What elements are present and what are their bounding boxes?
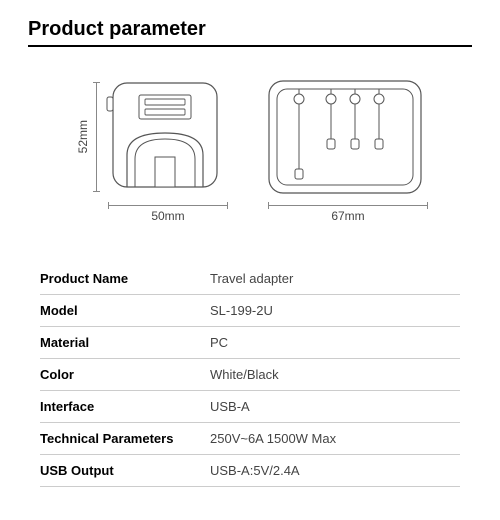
spec-value: Travel adapter (210, 271, 293, 286)
diagram-front: 52mm (76, 77, 225, 197)
dim-width-right: 67mm (268, 205, 428, 223)
header: Product parameter (0, 0, 500, 53)
dim-label-height: 52mm (76, 120, 90, 153)
front-view-svg (105, 77, 225, 197)
title-underline (28, 45, 472, 47)
spec-value: SL-199-2U (210, 303, 273, 318)
table-row: Interface USB-A (40, 391, 460, 423)
spec-label: Product Name (40, 271, 210, 286)
dim-label-width-right: 67mm (331, 209, 364, 223)
spec-value: USB-A:5V/2.4A (210, 463, 300, 478)
table-row: Model SL-199-2U (40, 295, 460, 327)
spec-label: Interface (40, 399, 210, 414)
spec-label: Technical Parameters (40, 431, 210, 446)
table-row: Technical Parameters 250V~6A 1500W Max (40, 423, 460, 455)
table-row: Product Name Travel adapter (40, 263, 460, 295)
spec-label: Color (40, 367, 210, 382)
dim-width-left: 50mm (108, 205, 228, 223)
spec-value: 250V~6A 1500W Max (210, 431, 336, 446)
page-title: Product parameter (28, 18, 472, 41)
spec-label: USB Output (40, 463, 210, 478)
hdim-row: 50mm 67mm (0, 205, 500, 223)
dim-line-h (108, 205, 228, 206)
spec-value: White/Black (210, 367, 279, 382)
back-view-svg (265, 77, 425, 197)
dim-label-width-left: 50mm (151, 209, 184, 223)
dim-line-vertical (96, 82, 97, 192)
spec-label: Material (40, 335, 210, 350)
diagram-row: 52mm (0, 53, 500, 205)
table-row: Color White/Black (40, 359, 460, 391)
spec-value: PC (210, 335, 228, 350)
table-row: Material PC (40, 327, 460, 359)
spec-value: USB-A (210, 399, 250, 414)
spec-table: Product Name Travel adapter Model SL-199… (0, 223, 500, 487)
spec-label: Model (40, 303, 210, 318)
table-row: USB Output USB-A:5V/2.4A (40, 455, 460, 487)
diagram-back (265, 77, 425, 197)
dim-line-h (268, 205, 428, 206)
